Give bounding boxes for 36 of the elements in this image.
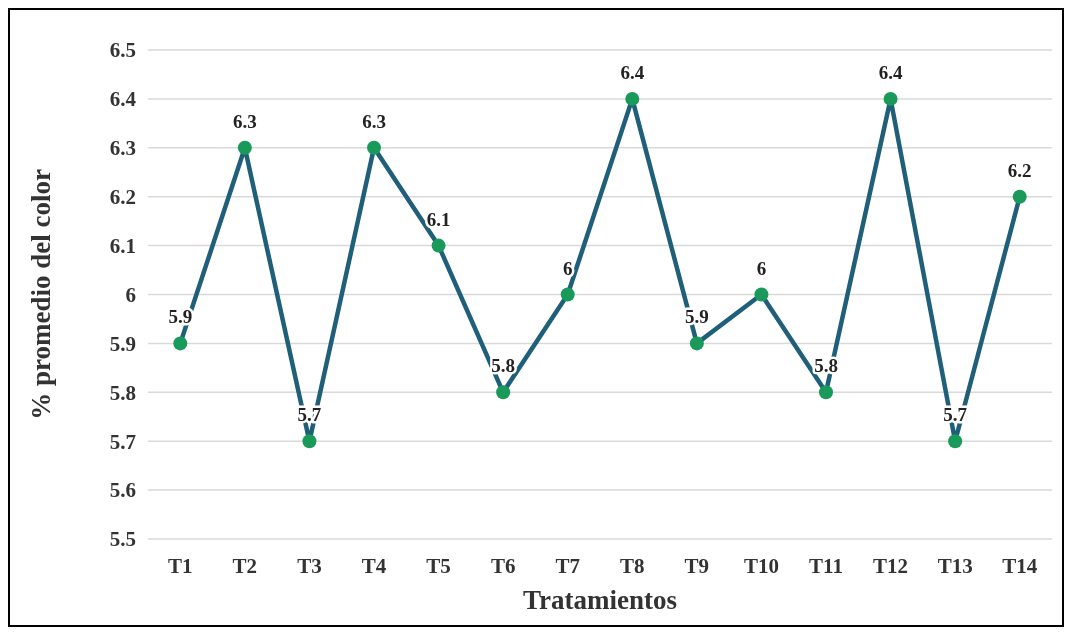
x-tick-label: T2	[232, 554, 258, 578]
x-tick-label: T11	[809, 554, 843, 578]
x-tick-label: T7	[555, 554, 580, 578]
y-tick-label: 5.6	[109, 478, 136, 503]
data-label: 6.2	[1007, 159, 1032, 181]
y-tick-label: 6.4	[109, 87, 137, 112]
x-tick-label: T3	[297, 554, 322, 578]
x-tick-label: T6	[490, 554, 516, 578]
data-label: 6.3	[362, 110, 386, 132]
data-label: 5.8	[491, 355, 516, 377]
x-tick-label: T8	[620, 554, 645, 578]
y-tick-label: 6.1	[109, 233, 136, 258]
x-tick-label: T5	[426, 554, 451, 578]
data-label: 6	[562, 257, 573, 279]
y-tick-label: 6.2	[109, 185, 136, 210]
x-tick-label: T14	[1002, 554, 1038, 578]
y-tick-label: 5.9	[109, 331, 136, 356]
y-tick-label: 6.5	[109, 38, 136, 63]
y-tick-label: 5.8	[109, 380, 136, 405]
x-tick-label: T13	[937, 554, 973, 578]
y-tick-label: 5.5	[109, 527, 136, 552]
data-label: 6.1	[426, 208, 451, 230]
y-tick-label: 6	[125, 282, 136, 307]
x-axis-title: Tratamientos	[523, 585, 677, 615]
x-tick-label: T4	[361, 554, 387, 578]
y-axis-title: % promedio del color	[26, 169, 56, 420]
x-tick-label: T1	[168, 554, 193, 578]
data-label: 6.4	[878, 61, 903, 83]
data-label: 6	[756, 257, 767, 279]
y-tick-label: 5.7	[109, 429, 136, 454]
x-tick-label: T10	[743, 554, 779, 578]
y-tick-label: 6.3	[109, 136, 136, 161]
data-label: 6.4	[620, 61, 645, 83]
x-tick-label: T12	[873, 554, 909, 578]
data-label: 6.3	[232, 110, 257, 132]
x-tick-label: T9	[684, 554, 710, 578]
